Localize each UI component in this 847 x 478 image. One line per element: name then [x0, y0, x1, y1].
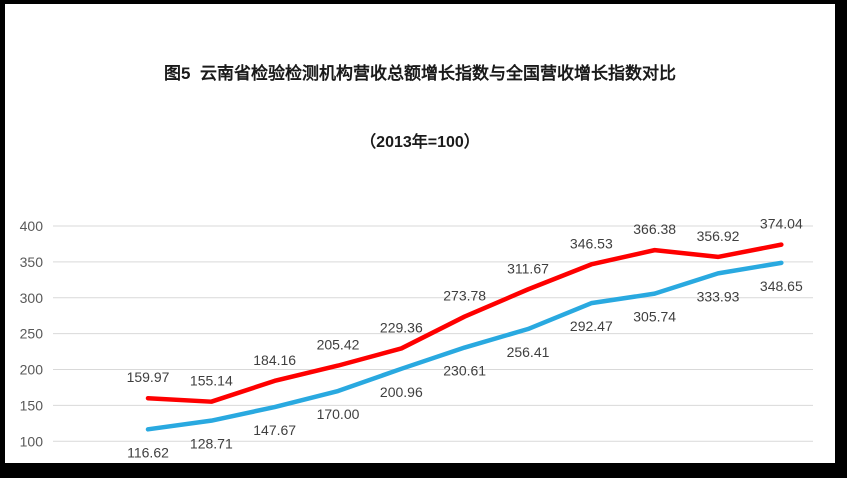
chart-title-line1: 图5 云南省检验检测机构营收总额增长指数与全国营收增长指数对比	[164, 64, 676, 83]
y-axis-tick-label: 350	[20, 254, 44, 270]
data-label: 346.53	[570, 235, 613, 251]
y-axis-tick-label: 250	[20, 326, 44, 342]
data-label: 305.74	[633, 309, 676, 325]
y-axis-tick-label: 300	[20, 290, 44, 306]
data-label: 366.38	[633, 221, 676, 237]
data-label: 128.71	[190, 436, 233, 452]
data-label: 374.04	[760, 216, 803, 232]
y-axis-tick-label: 150	[20, 397, 44, 413]
data-label: 200.96	[380, 384, 423, 400]
line-chart: 0501001502002503003504002013201420152016…	[5, 203, 835, 478]
data-label: 256.41	[507, 344, 550, 360]
data-label: 184.16	[253, 352, 296, 368]
data-label: 292.47	[570, 318, 613, 334]
y-axis-tick-label: 200	[20, 362, 44, 378]
data-label: 155.14	[190, 373, 233, 389]
data-label: 159.97	[127, 369, 170, 385]
series-line-1	[145, 260, 784, 432]
chart-title-line2: （2013年=100）	[360, 134, 480, 151]
data-label: 333.93	[697, 288, 740, 304]
y-axis-tick-label: 400	[20, 218, 44, 234]
data-label: 356.92	[697, 228, 740, 244]
series-line-0	[145, 242, 784, 404]
data-label: 229.36	[380, 319, 423, 335]
data-label: 348.65	[760, 278, 803, 294]
chart-title: 图5 云南省检验检测机构营收总额增长指数与全国营收增长指数对比 （2013年=1…	[5, 16, 835, 200]
data-label: 273.78	[443, 288, 486, 304]
data-label: 205.42	[317, 337, 360, 353]
data-label: 170.00	[317, 406, 360, 422]
data-label: 147.67	[253, 422, 296, 438]
y-axis-tick-label: 50	[27, 469, 43, 478]
data-label: 311.67	[507, 260, 549, 276]
y-axis-tick-label: 100	[20, 433, 44, 449]
data-label: 230.61	[443, 363, 486, 379]
data-label: 116.62	[127, 444, 169, 460]
line-chart-svg: 0501001502002503003504002013201420152016…	[20, 216, 813, 478]
